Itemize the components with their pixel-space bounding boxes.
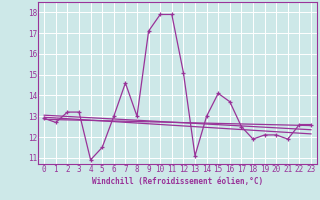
X-axis label: Windchill (Refroidissement éolien,°C): Windchill (Refroidissement éolien,°C) bbox=[92, 177, 263, 186]
